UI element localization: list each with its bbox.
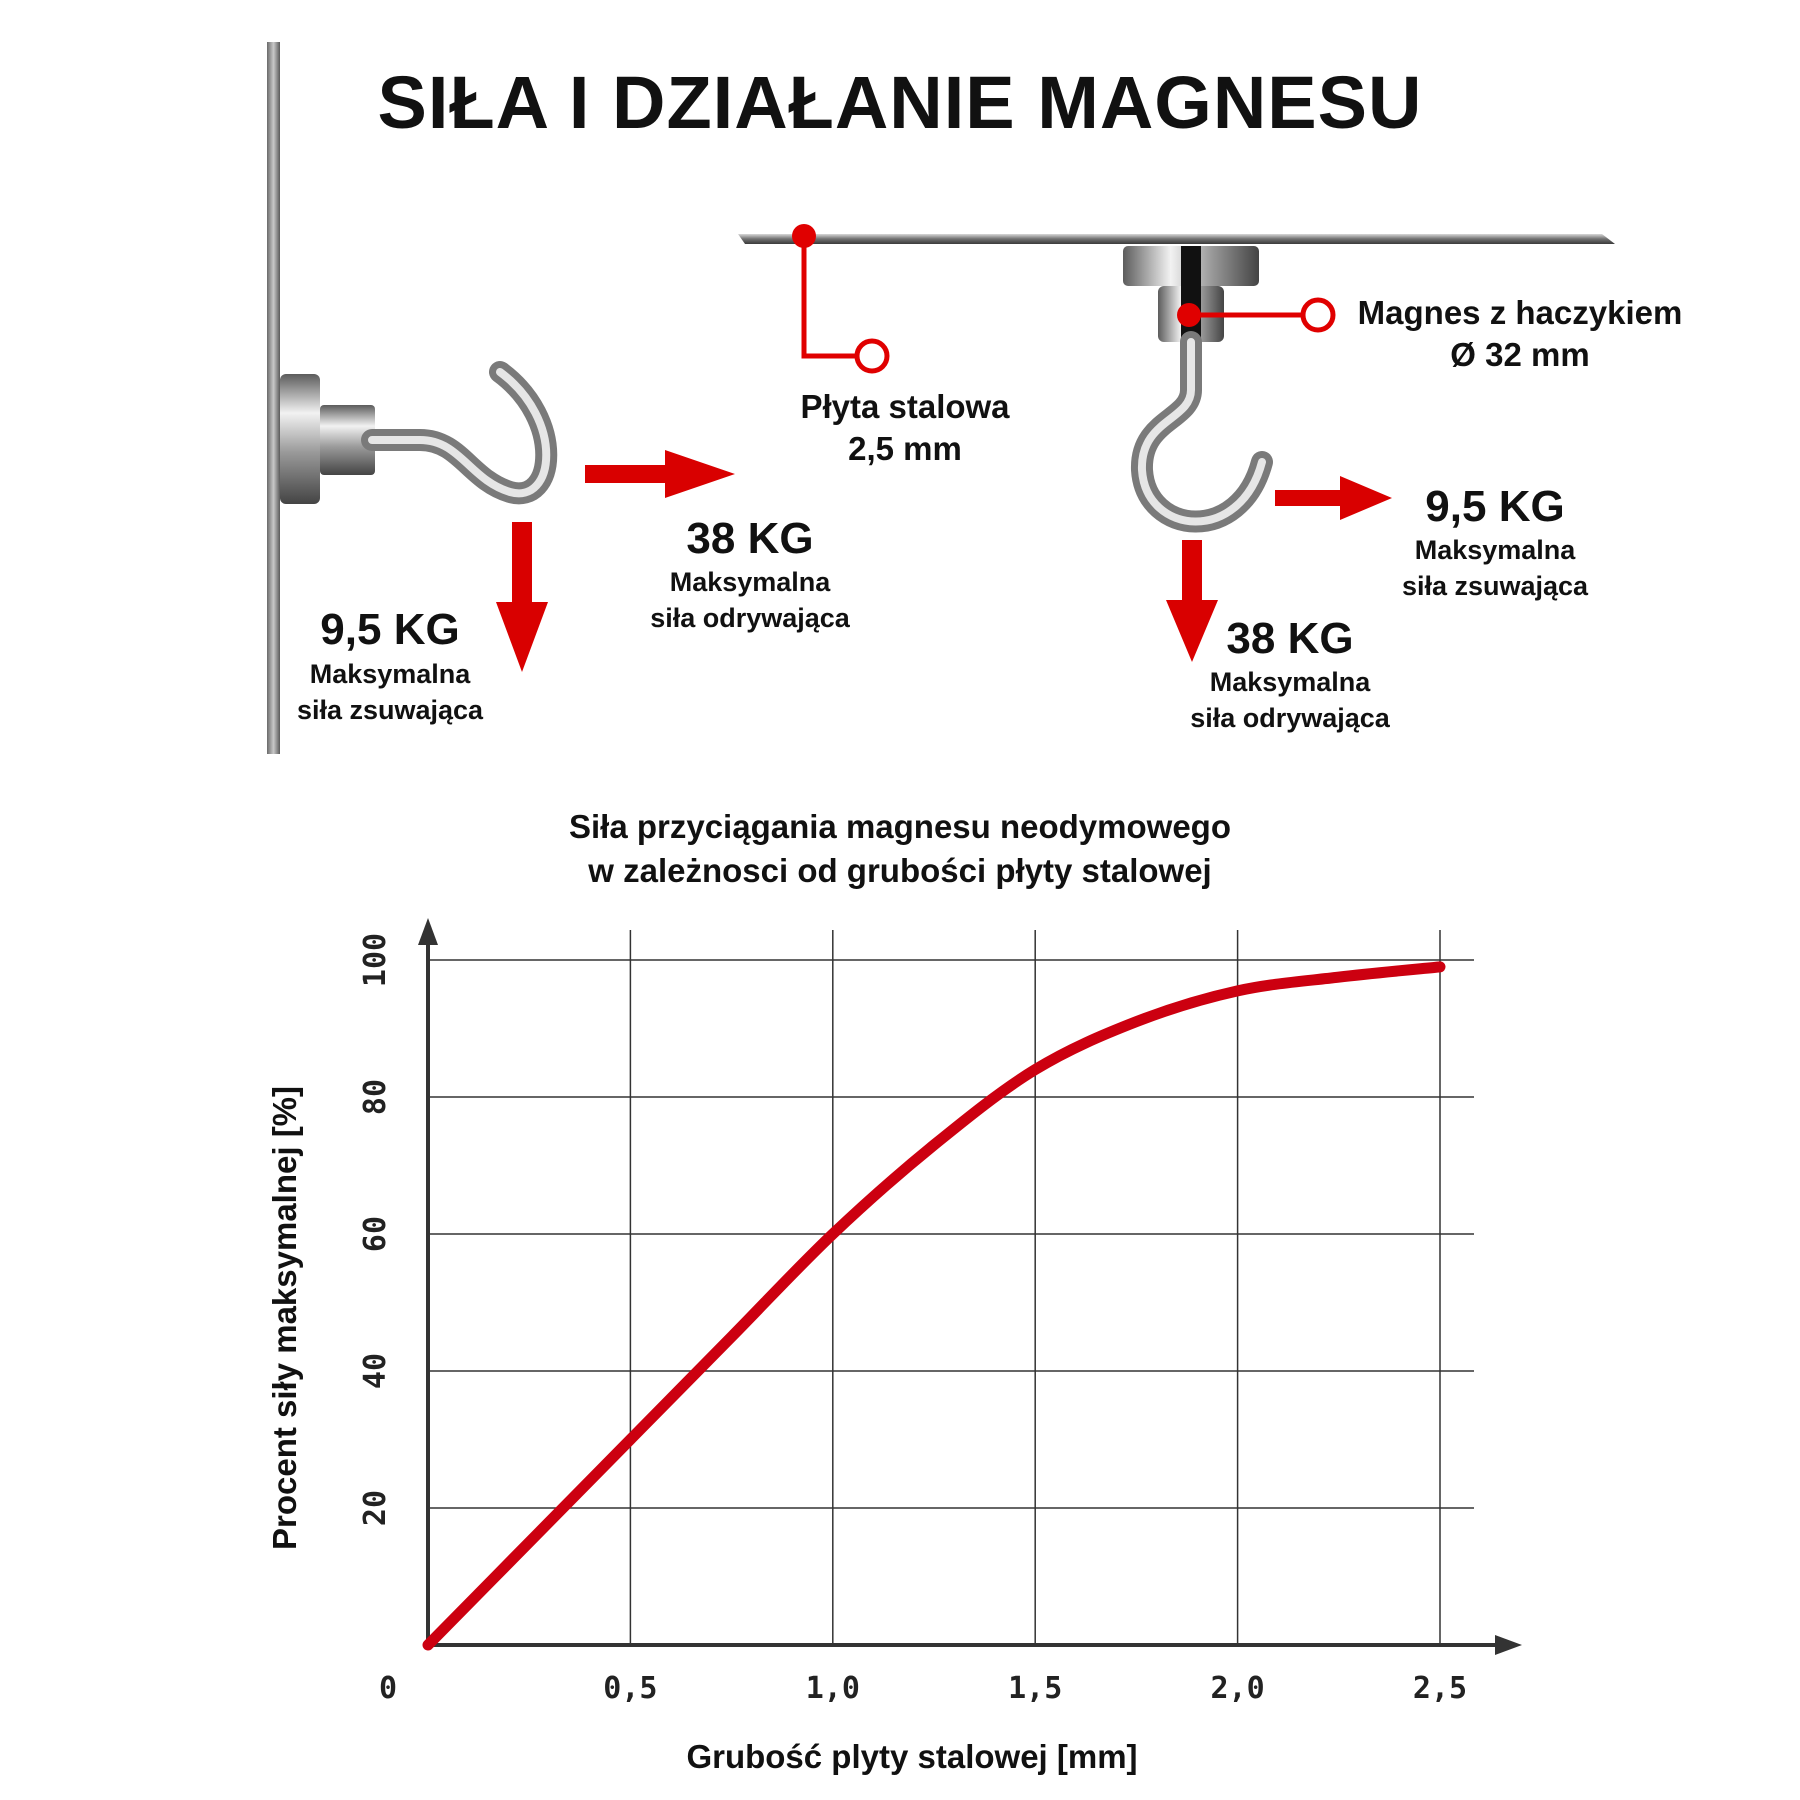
curve-point xyxy=(629,1439,631,1440)
shear-arrow-down-icon xyxy=(496,522,548,672)
y-tick-label: 60 xyxy=(358,1216,393,1252)
x-axis-arrow-icon xyxy=(1495,1635,1522,1655)
wall-pull-value: 38 KG xyxy=(686,514,814,563)
plate-thickness-label: Płyta stalowa 2,5 mm xyxy=(800,388,1010,467)
plate-callout-icon xyxy=(792,224,890,374)
magnet-illustration xyxy=(267,42,1615,754)
curve-point xyxy=(933,1144,935,1146)
x-tick-label: 1,0 xyxy=(806,1671,860,1706)
wall-shear-label: Maksymalna siła zsuwająca xyxy=(296,659,484,725)
y-axis-arrow-icon xyxy=(418,918,438,945)
pull-arrow-right-icon xyxy=(585,450,735,498)
ceiling-pull-label: Maksymalna siła odrywająca xyxy=(1190,667,1390,733)
y-tick-label: 20 xyxy=(358,1490,393,1526)
x-tick-label: 1,5 xyxy=(1008,1671,1062,1706)
wall-pull-label: Maksymalna siła odrywająca xyxy=(650,567,850,633)
y-tick-label: 40 xyxy=(358,1353,393,1389)
x-tick-label: 2,5 xyxy=(1413,1671,1467,1706)
page-title: SIŁA I DZIAŁANIE MAGNESU xyxy=(377,61,1423,144)
magnet-callout-icon xyxy=(1177,297,1336,333)
steel-wall-plate xyxy=(267,42,280,754)
x-axis-label: Grubość plyty stalowej [mm] xyxy=(686,1738,1137,1775)
y-axis-label: Procent siły maksymalnej [%] xyxy=(266,1086,303,1550)
x-tick-label: 0,5 xyxy=(603,1671,657,1706)
y-tick-label: 100 xyxy=(358,933,393,987)
curve-point xyxy=(528,1541,530,1543)
chart-title: Siła przyciągania magnesu neodymowego w … xyxy=(568,808,1231,889)
ceiling-shear-value: 9,5 KG xyxy=(1425,482,1565,531)
ceiling-shear-label: Maksymalna siła zsuwająca xyxy=(1401,535,1589,601)
curve-point xyxy=(1135,1021,1137,1023)
ceiling-pull-arrow-down-icon xyxy=(1166,540,1218,662)
magnet-size-label: Magnes z haczykiem Ø 32 mm xyxy=(1357,294,1683,373)
wall-magnet-ring xyxy=(320,405,375,475)
force-curve-line xyxy=(422,961,1446,1651)
curve-point xyxy=(832,1233,834,1235)
x-tick-label: 0 xyxy=(379,1671,397,1706)
curve-point xyxy=(1237,990,1239,992)
ceiling-pull-value: 38 KG xyxy=(1226,614,1354,663)
curve-point xyxy=(1034,1069,1036,1071)
ceiling-shear-arrow-right-icon xyxy=(1275,476,1392,520)
curve-point xyxy=(1439,966,1441,968)
curve-point xyxy=(1338,976,1340,978)
x-tick-label: 2,0 xyxy=(1211,1671,1265,1706)
wall-magnet-base xyxy=(280,374,320,504)
curve-point xyxy=(427,1644,429,1646)
steel-ceiling-plate xyxy=(738,234,1615,244)
wall-shear-value: 9,5 KG xyxy=(320,605,460,654)
y-tick-label: 80 xyxy=(358,1079,393,1115)
curve-point xyxy=(731,1336,733,1338)
